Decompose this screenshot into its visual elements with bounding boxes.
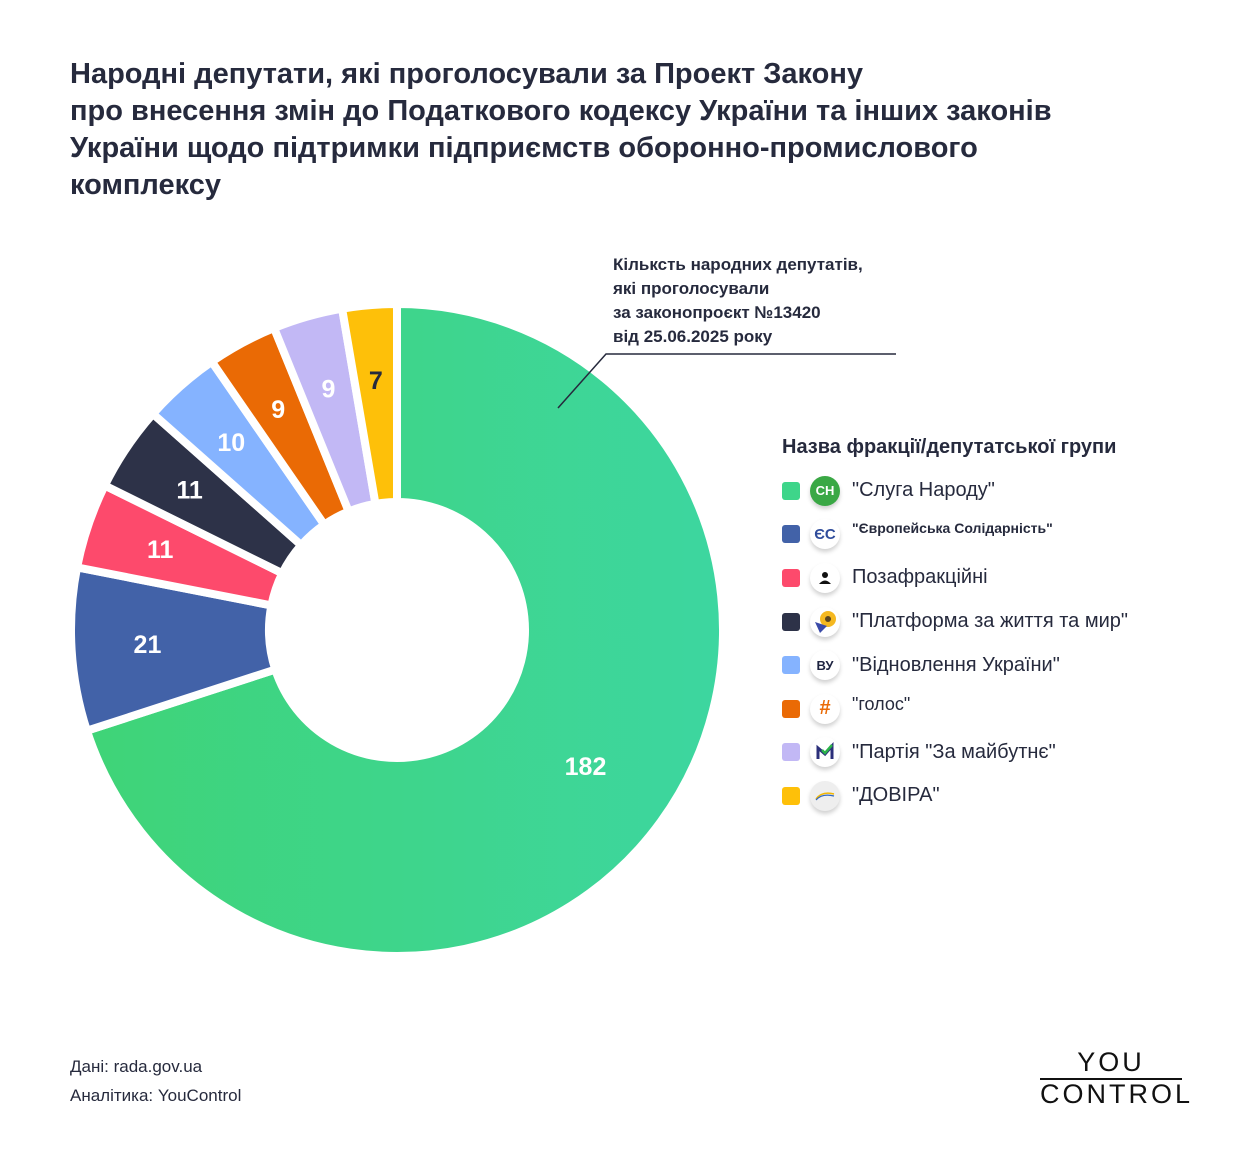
chart-annotation: Кільксть народних депутатів, які проголо… xyxy=(613,253,863,349)
youcontrol-logo: YOU CONTROL xyxy=(1040,1048,1194,1109)
slice-value-label: 11 xyxy=(176,476,203,504)
slice-value-label: 11 xyxy=(147,536,174,564)
legend-swatch xyxy=(782,612,800,631)
yevropeiska-solidarnist-logo-icon: ЄС xyxy=(810,519,840,550)
legend-swatch xyxy=(782,525,800,544)
legend-swatch xyxy=(782,656,800,675)
footer: Дані: rada.gov.ua Аналітика: YouControl xyxy=(70,1052,241,1110)
legend-swatch xyxy=(782,568,800,587)
legend-item: # "голос" xyxy=(782,687,1128,731)
analytics-credit: Аналітика: YouControl xyxy=(70,1086,242,1105)
slice-value-label: 182 xyxy=(565,753,607,781)
legend-title: Назва фракції/депутатської групи xyxy=(782,436,1117,458)
title-line: Народні депутати, які проголосували за П… xyxy=(70,58,864,90)
slice-value-label: 7 xyxy=(369,367,383,395)
legend-item: СН "Слуга Народу" xyxy=(782,469,1128,513)
annotation-leader-line xyxy=(557,353,896,409)
slice-value-label: 10 xyxy=(217,429,245,457)
legend-item: Позафракційні xyxy=(782,556,1128,600)
slice-value-label: 21 xyxy=(134,631,162,659)
brand-line-1: YOU xyxy=(1040,1048,1182,1080)
person-icon xyxy=(810,562,840,593)
sunflower-logo-icon xyxy=(810,606,840,637)
title-line: України щодо підтримки підприємств оборо… xyxy=(70,132,978,164)
donut-slice xyxy=(338,300,401,508)
legend-swatch xyxy=(782,699,800,718)
data-source: Дані: rada.gov.ua xyxy=(70,1057,203,1076)
brand-line-2: CONTROL xyxy=(1040,1079,1194,1109)
chart-title: Народні депутати, які проголосували за П… xyxy=(70,56,1200,204)
legend-item: "Партія "За майбутнє" xyxy=(782,731,1128,775)
logo-text: СН xyxy=(815,483,835,499)
annotation-line: Кільксть народних депутатів, xyxy=(613,255,863,274)
legend-label: "Відновлення України" xyxy=(852,653,1060,676)
slice-value-label: 9 xyxy=(271,396,285,424)
annotation-line: які проголосували xyxy=(613,279,770,298)
sluha-narodu-logo-icon: СН xyxy=(810,475,840,506)
legend-item: ВУ "Відновлення України" xyxy=(782,643,1128,687)
legend-label: "Партія "За майбутнє" xyxy=(852,740,1056,763)
title-line: про внесення змін до Податкового кодексу… xyxy=(70,95,1052,127)
logo-text: ЄС xyxy=(814,525,836,543)
logo-text: ВУ xyxy=(816,657,834,673)
legend-label: Позафракційні xyxy=(852,566,988,589)
holos-logo-icon: # xyxy=(810,693,840,724)
annotation-line: від 25.06.2025 року xyxy=(613,327,773,346)
donut-slice xyxy=(82,300,727,960)
za-maibutnie-logo-icon xyxy=(810,737,840,768)
legend-label: "голос" xyxy=(852,694,911,715)
dovira-logo-icon xyxy=(810,780,840,811)
annotation-line: за законопроєкт №13420 xyxy=(613,303,821,322)
title-line: комплексу xyxy=(70,169,221,201)
slice-value-label: 9 xyxy=(321,376,335,404)
legend: Назва фракції/депутатської групи СН "Слу… xyxy=(782,436,1128,818)
legend-label: "Слуга Народу" xyxy=(852,479,995,502)
legend-item: "Платформа за життя та мир" xyxy=(782,600,1128,644)
legend-swatch xyxy=(782,743,800,762)
legend-swatch xyxy=(782,481,800,500)
vidnovlennia-logo-icon: ВУ xyxy=(810,650,840,681)
legend-swatch xyxy=(782,786,800,805)
legend-label: "Європейська Солідарність" xyxy=(852,520,1053,537)
legend-label: "Платформа за життя та мир" xyxy=(852,610,1128,633)
legend-item: "ДОВІРА" xyxy=(782,774,1128,818)
legend-label: "ДОВІРА" xyxy=(852,784,940,807)
legend-item: ЄС "Європейська Солідарність" xyxy=(782,513,1128,557)
